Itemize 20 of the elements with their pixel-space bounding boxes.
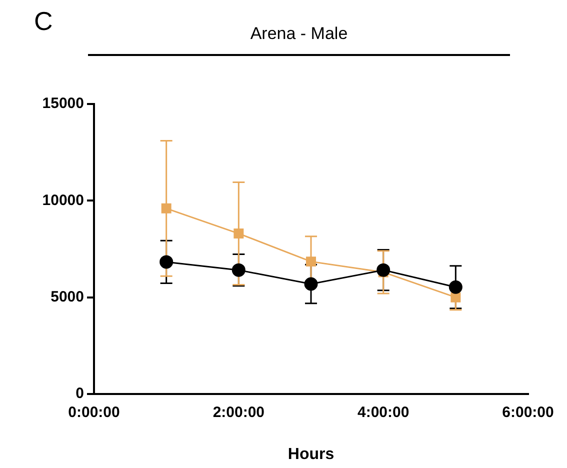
x-axis-title: Hours — [288, 446, 334, 463]
point — [448, 280, 462, 294]
point — [232, 263, 246, 277]
point — [306, 256, 316, 267]
point — [160, 255, 174, 269]
y-tick-label: 5000 — [50, 288, 84, 306]
point — [376, 263, 390, 277]
point — [234, 228, 244, 239]
text: C — [34, 6, 53, 37]
x-tick-label: 2:00:00 — [212, 404, 265, 422]
x-tick-label: 4:00:00 — [357, 404, 410, 422]
point — [450, 292, 461, 302]
y-tick-label: 0 — [76, 385, 84, 402]
y-tick-label: 10000 — [42, 192, 84, 209]
chart-title: Arena - Male — [249, 24, 349, 44]
point — [161, 203, 172, 214]
y-tick-label: 15000 — [42, 95, 84, 112]
point — [304, 277, 318, 291]
x-tick-label: 6:00:00 — [502, 404, 554, 422]
x-tick-label: 0:00:00 — [68, 404, 120, 422]
